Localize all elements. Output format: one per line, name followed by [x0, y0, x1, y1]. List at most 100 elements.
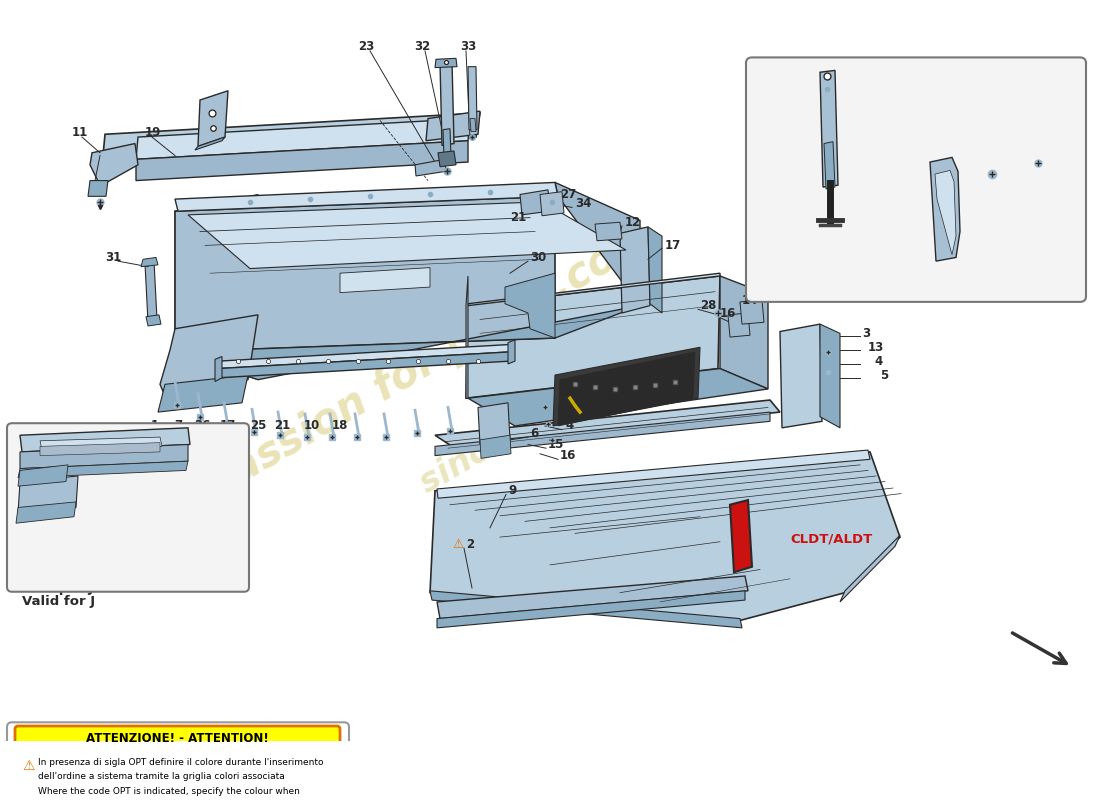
Text: 30: 30: [530, 251, 547, 264]
Text: Vale per J: Vale per J: [22, 582, 94, 594]
Text: ⚠: ⚠: [22, 759, 34, 773]
Polygon shape: [136, 141, 468, 181]
Polygon shape: [553, 347, 700, 426]
Polygon shape: [505, 273, 556, 338]
Polygon shape: [415, 159, 446, 176]
Polygon shape: [146, 315, 161, 326]
Polygon shape: [218, 345, 510, 369]
Text: 10: 10: [304, 419, 320, 433]
Polygon shape: [470, 118, 476, 131]
Polygon shape: [90, 143, 138, 186]
Text: 26: 26: [194, 419, 210, 433]
Text: ⚠: ⚠: [452, 538, 463, 551]
Polygon shape: [141, 258, 158, 266]
Polygon shape: [430, 591, 742, 628]
Polygon shape: [824, 142, 835, 189]
FancyBboxPatch shape: [7, 423, 249, 592]
Text: 23: 23: [358, 40, 374, 53]
Text: 20: 20: [815, 223, 832, 236]
Text: 25: 25: [250, 419, 266, 433]
Polygon shape: [540, 192, 564, 216]
Text: 15: 15: [548, 438, 564, 451]
Polygon shape: [468, 369, 768, 426]
Polygon shape: [18, 461, 188, 478]
Text: 4: 4: [565, 419, 573, 433]
Polygon shape: [468, 66, 477, 130]
Text: Soluzione superata: Soluzione superata: [865, 271, 992, 284]
Polygon shape: [443, 129, 451, 158]
Text: Where the code OPT is indicated, specify the colour when: Where the code OPT is indicated, specify…: [39, 787, 300, 796]
Polygon shape: [136, 118, 470, 159]
Polygon shape: [438, 151, 456, 166]
Polygon shape: [468, 273, 720, 306]
Text: passion for parts.com: passion for parts.com: [198, 215, 662, 507]
Text: 28: 28: [700, 299, 716, 312]
Text: 19: 19: [145, 126, 162, 139]
Text: 35: 35: [80, 501, 97, 514]
Text: 1: 1: [194, 427, 202, 440]
Polygon shape: [437, 450, 870, 498]
Polygon shape: [558, 352, 695, 426]
Text: Old solution: Old solution: [865, 283, 945, 296]
Polygon shape: [18, 465, 68, 486]
Polygon shape: [434, 58, 456, 68]
FancyBboxPatch shape: [15, 726, 340, 752]
Text: 16: 16: [720, 306, 736, 319]
Polygon shape: [426, 111, 480, 141]
Text: 11: 11: [72, 126, 88, 139]
Text: 7: 7: [174, 419, 183, 433]
Polygon shape: [440, 61, 454, 146]
Polygon shape: [434, 412, 770, 456]
Polygon shape: [198, 90, 228, 146]
Polygon shape: [175, 306, 640, 380]
Polygon shape: [820, 70, 838, 187]
Text: 13: 13: [868, 341, 884, 354]
Text: 18: 18: [332, 419, 349, 433]
Polygon shape: [175, 182, 558, 211]
Polygon shape: [840, 535, 900, 602]
Text: 32: 32: [414, 40, 430, 53]
Text: 31: 31: [104, 251, 121, 264]
Polygon shape: [820, 324, 840, 428]
Polygon shape: [728, 313, 750, 337]
Polygon shape: [730, 500, 752, 572]
Text: 16: 16: [560, 449, 576, 462]
Text: 12: 12: [625, 216, 641, 229]
Polygon shape: [466, 276, 720, 398]
Polygon shape: [158, 375, 248, 412]
Polygon shape: [40, 442, 159, 456]
Text: CLDT/ALDT: CLDT/ALDT: [790, 533, 872, 546]
Polygon shape: [595, 222, 621, 241]
Polygon shape: [430, 452, 900, 621]
Polygon shape: [40, 437, 162, 450]
Text: 34: 34: [575, 198, 592, 210]
Polygon shape: [175, 194, 258, 380]
Text: 21: 21: [274, 419, 290, 433]
Text: ATTENZIONE! - ATTENTION!: ATTENZIONE! - ATTENTION!: [86, 733, 268, 746]
Polygon shape: [478, 403, 510, 445]
Polygon shape: [160, 315, 258, 396]
Text: 21: 21: [510, 211, 526, 224]
FancyBboxPatch shape: [746, 58, 1086, 302]
Text: 8: 8: [962, 149, 970, 162]
Text: 17: 17: [220, 419, 236, 433]
Polygon shape: [508, 340, 515, 364]
Text: since 1985: since 1985: [415, 370, 606, 500]
Polygon shape: [720, 276, 768, 389]
Text: In presenza di sigla OPT definire il colore durante l'inserimento: In presenza di sigla OPT definire il col…: [39, 758, 323, 766]
Text: 1: 1: [151, 419, 160, 433]
Polygon shape: [16, 502, 76, 523]
Polygon shape: [935, 170, 956, 254]
Text: 3: 3: [862, 327, 870, 340]
Text: dell'ordine a sistema tramite la griglia colori associata: dell'ordine a sistema tramite la griglia…: [39, 773, 285, 782]
Text: 2: 2: [466, 538, 474, 551]
Polygon shape: [175, 196, 556, 352]
Text: 22: 22: [1048, 149, 1065, 162]
Text: 14: 14: [742, 294, 758, 306]
Text: Valid for J: Valid for J: [22, 595, 95, 609]
Polygon shape: [780, 324, 822, 428]
Polygon shape: [188, 202, 626, 269]
Polygon shape: [103, 113, 480, 155]
Text: 27: 27: [560, 188, 576, 201]
Polygon shape: [434, 400, 780, 446]
